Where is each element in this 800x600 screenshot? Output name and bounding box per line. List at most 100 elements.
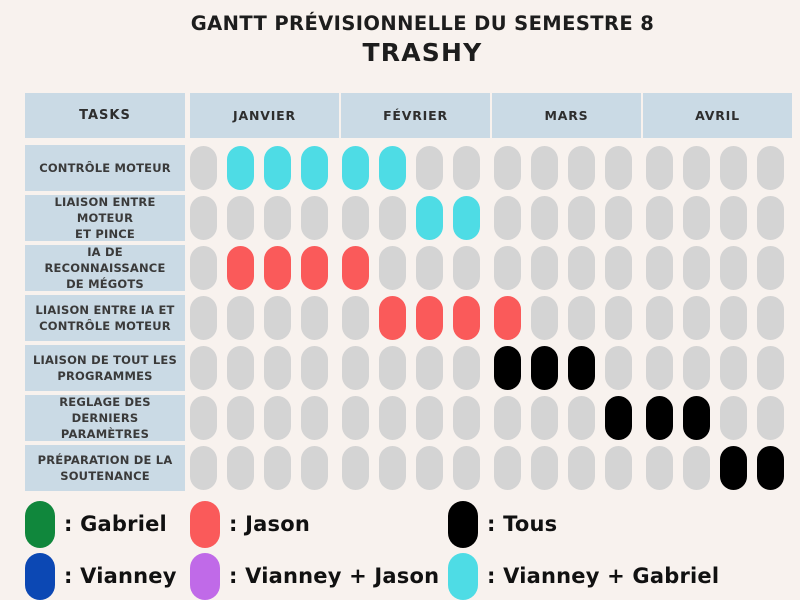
week-pill-empty — [379, 246, 406, 290]
month-group-mars — [494, 196, 632, 240]
week-pill-empty — [342, 296, 369, 340]
week-pill-empty — [227, 296, 254, 340]
week-pill-empty — [757, 196, 784, 240]
month-header-fevrier: FÉVRIER — [341, 93, 490, 138]
month-group-mars — [494, 246, 632, 290]
month-group-janvier — [190, 346, 328, 390]
week-pill-empty — [646, 246, 673, 290]
week-pill-grid — [190, 295, 784, 341]
week-pill-empty — [264, 296, 291, 340]
month-group-avril — [646, 396, 784, 440]
month-group-mars — [494, 396, 632, 440]
legend-pill-jason — [190, 500, 220, 548]
week-pill-empty — [683, 296, 710, 340]
task-row: CONTRÔLE MOTEUR — [25, 145, 792, 191]
week-pill-empty — [453, 146, 480, 190]
legend-item-gabriel: : Gabriel — [25, 500, 167, 548]
week-pill-empty — [227, 346, 254, 390]
task-row: LIAISON DE TOUT LES PROGRAMMES — [25, 345, 792, 391]
week-pill-vianney_gabriel — [264, 146, 291, 190]
week-pill-jason — [301, 246, 328, 290]
legend-label-jason: : Jason — [229, 512, 310, 536]
month-group-avril — [646, 446, 784, 490]
week-pill-empty — [720, 396, 747, 440]
month-group-fevrier — [342, 446, 480, 490]
week-pill-empty — [605, 446, 632, 490]
task-row: PRÉPARATION DE LA SOUTENANCE — [25, 445, 792, 491]
month-group-janvier — [190, 246, 328, 290]
month-group-mars — [494, 346, 632, 390]
week-pill-empty — [227, 196, 254, 240]
week-pill-empty — [494, 246, 521, 290]
task-row: LIAISON ENTRE IA ET CONTRÔLE MOTEUR — [25, 295, 792, 341]
week-pill-empty — [301, 196, 328, 240]
task-row: REGLAGE DES DERNIERS PARAMÈTRES — [25, 395, 792, 441]
week-pill-empty — [453, 396, 480, 440]
week-pill-empty — [264, 346, 291, 390]
month-group-fevrier — [342, 396, 480, 440]
week-pill-grid — [190, 245, 784, 291]
week-pill-empty — [379, 196, 406, 240]
week-pill-empty — [301, 396, 328, 440]
month-group-fevrier — [342, 146, 480, 190]
week-pill-tous — [531, 346, 558, 390]
legend-item-vianney: : Vianney — [25, 552, 177, 600]
month-header-mars: MARS — [492, 93, 641, 138]
week-pill-empty — [605, 196, 632, 240]
week-pill-grid — [190, 395, 784, 441]
chart-title-line2: TRASHY — [362, 38, 483, 67]
week-pill-empty — [568, 296, 595, 340]
task-label: CONTRÔLE MOTEUR — [25, 145, 185, 191]
task-label: IA DE RECONNAISSANCE DE MÉGOTS — [25, 245, 185, 291]
legend-item-vianney_gabriel: : Vianney + Gabriel — [448, 552, 719, 600]
week-pill-empty — [757, 396, 784, 440]
week-pill-empty — [494, 446, 521, 490]
task-label: LIAISON ENTRE IA ET CONTRÔLE MOTEUR — [25, 295, 185, 341]
month-group-mars — [494, 446, 632, 490]
month-group-janvier — [190, 396, 328, 440]
legend-pill-vianney_jason — [190, 552, 220, 600]
week-pill-empty — [301, 296, 328, 340]
week-pill-empty — [683, 146, 710, 190]
task-row: IA DE RECONNAISSANCE DE MÉGOTS — [25, 245, 792, 291]
legend-label-vianney: : Vianney — [64, 564, 177, 588]
gantt-header-row: TASKS JANVIER FÉVRIER MARS AVRIL — [25, 93, 792, 138]
legend-item-jason: : Jason — [190, 500, 310, 548]
week-pill-grid — [190, 345, 784, 391]
task-label: LIAISON ENTRE MOTEUR ET PINCE — [25, 195, 185, 241]
legend-item-vianney_jason: : Vianney + Jason — [190, 552, 439, 600]
week-pill-empty — [190, 296, 217, 340]
week-pill-jason — [227, 246, 254, 290]
month-group-janvier — [190, 296, 328, 340]
week-pill-empty — [379, 396, 406, 440]
week-pill-empty — [190, 196, 217, 240]
week-pill-empty — [416, 246, 443, 290]
task-label: PRÉPARATION DE LA SOUTENANCE — [25, 445, 185, 491]
month-group-avril — [646, 246, 784, 290]
week-pill-empty — [531, 146, 558, 190]
week-pill-empty — [494, 146, 521, 190]
week-pill-empty — [342, 196, 369, 240]
week-pill-empty — [190, 246, 217, 290]
gantt-chart: TASKS JANVIER FÉVRIER MARS AVRIL CONTRÔLE M… — [25, 93, 792, 495]
week-pill-empty — [531, 446, 558, 490]
week-pill-empty — [379, 446, 406, 490]
week-pill-empty — [720, 196, 747, 240]
week-pill-empty — [531, 246, 558, 290]
week-pill-empty — [190, 346, 217, 390]
month-group-janvier — [190, 446, 328, 490]
week-pill-grid — [190, 445, 784, 491]
gantt-rows: CONTRÔLE MOTEUR LIAISON ENTRE MOTEUR ET P… — [25, 145, 792, 491]
week-pill-tous — [683, 396, 710, 440]
week-pill-vianney_gabriel — [301, 146, 328, 190]
week-pill-empty — [342, 446, 369, 490]
week-pill-empty — [683, 246, 710, 290]
week-pill-empty — [494, 196, 521, 240]
week-pill-tous — [646, 396, 673, 440]
week-pill-empty — [683, 196, 710, 240]
week-pill-jason — [379, 296, 406, 340]
month-group-fevrier — [342, 346, 480, 390]
week-pill-empty — [568, 146, 595, 190]
week-pill-empty — [531, 396, 558, 440]
week-pill-empty — [757, 296, 784, 340]
